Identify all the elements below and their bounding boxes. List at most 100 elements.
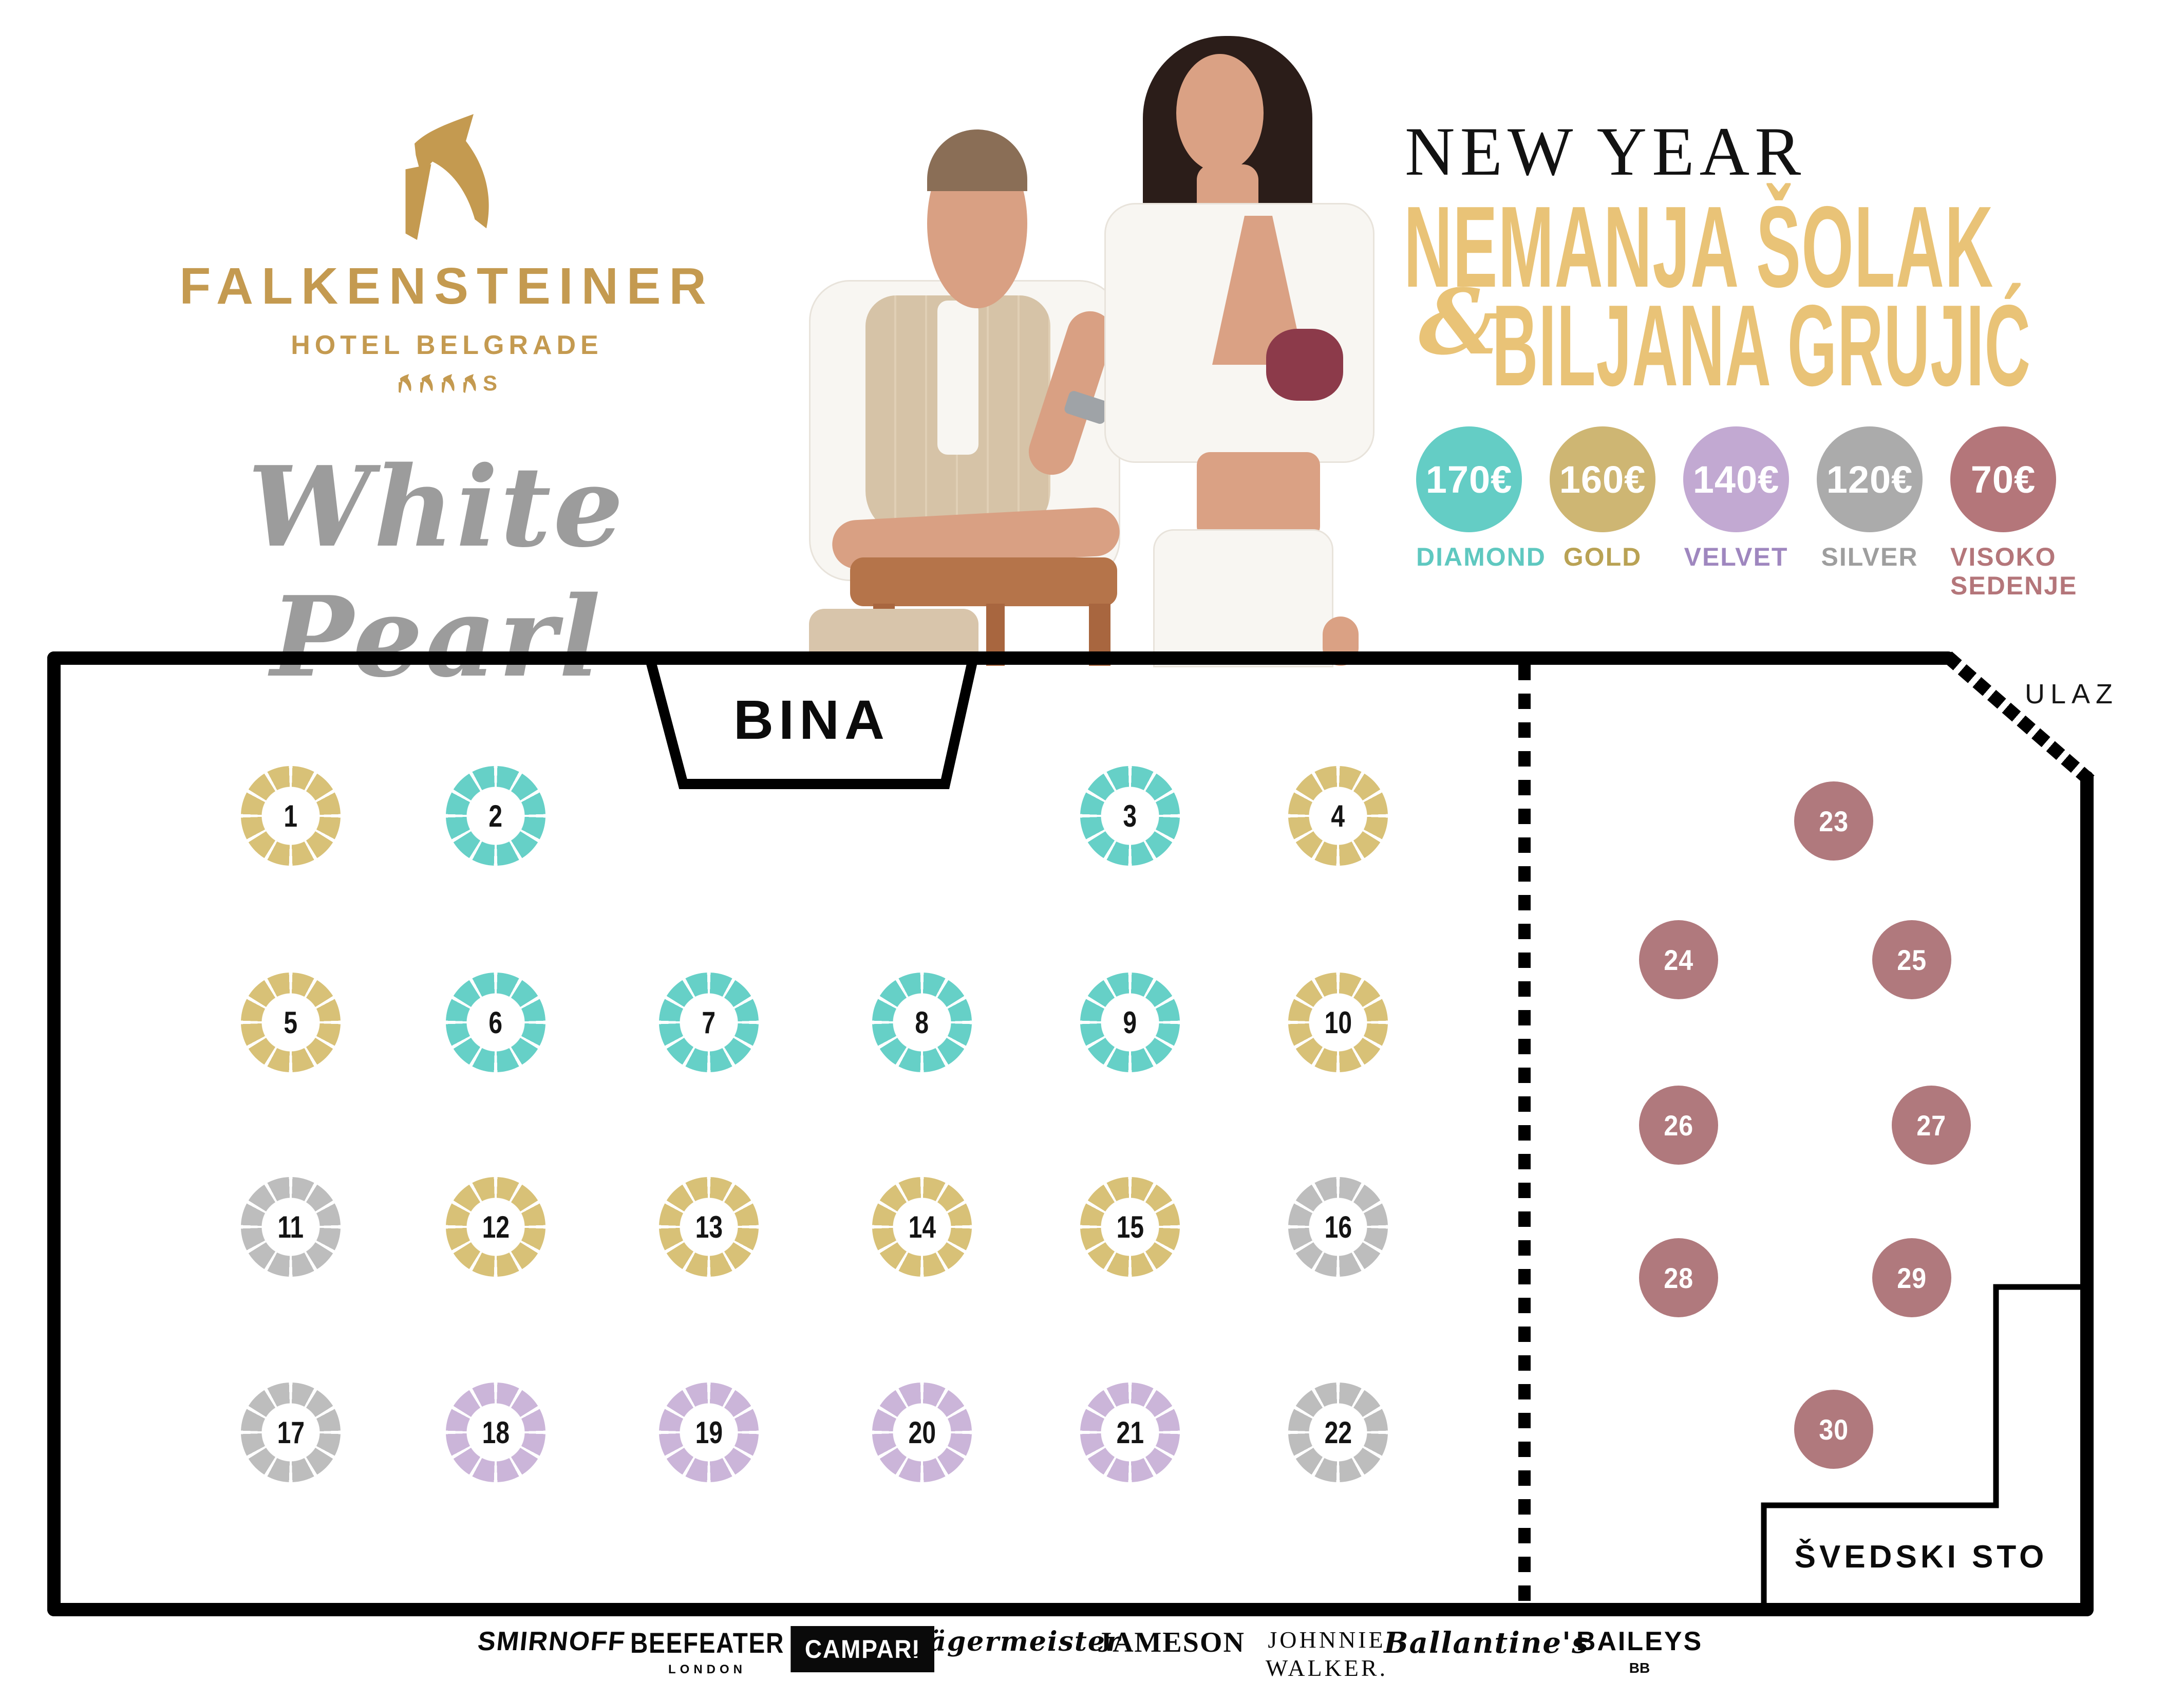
table-5[interactable]: 5 [241,973,341,1072]
table-11[interactable]: 11 [241,1177,341,1277]
table-18[interactable]: 18 [446,1383,545,1482]
high-table-25[interactable]: 25 [1872,920,1951,999]
table-4[interactable]: 4 [1288,766,1388,866]
sponsor-name: SMIRNOFF [476,1627,627,1656]
falcon-star-icon [463,374,476,393]
event-kicker: NEW YEAR [1405,114,1806,190]
woman-trousers [1153,529,1333,667]
price-bubble-silver: 120€ [1817,426,1923,532]
table-number: 18 [482,1415,510,1450]
table-2[interactable]: 2 [446,766,545,866]
table-number: 9 [1123,1005,1137,1040]
sponsor-name: CAMPARI [790,1626,934,1672]
map-border-left [47,651,61,1616]
high-table-26[interactable]: 26 [1639,1086,1718,1165]
falcon-star-icon [420,374,433,393]
table-15[interactable]: 15 [1080,1177,1180,1277]
price-tier-row: 170€ DIAMOND 160€ GOLD 140€ VELVET 120€ SILVER 7… [1416,426,2076,600]
table-number: 11 [277,1209,304,1244]
price-tier-diamond: 170€ DIAMOND [1416,426,1545,600]
table-8[interactable]: 8 [872,973,972,1072]
high-table-23[interactable]: 23 [1794,781,1873,861]
table-10[interactable]: 10 [1288,973,1388,1072]
table-number: 28 [1664,1261,1693,1294]
woman-midriff [1197,452,1320,539]
high-table-30[interactable]: 30 [1794,1390,1873,1469]
table-9[interactable]: 9 [1080,973,1180,1072]
table-number: 10 [1324,1005,1352,1040]
table-number: 23 [1819,805,1849,837]
table-number: 3 [1123,798,1137,833]
price-value: 70€ [1970,458,2036,501]
table-number: 21 [1116,1415,1144,1450]
woman-face [1176,54,1264,172]
falcon-logo-icon [405,114,489,240]
table-number: 5 [284,1005,298,1040]
table-19[interactable]: 19 [659,1383,759,1482]
table-12[interactable]: 12 [446,1177,545,1277]
sponsor-subtext: LONDON [668,1663,746,1676]
table-3[interactable]: 3 [1080,766,1180,866]
price-bubble-velvet: 140€ [1683,426,1789,532]
sponsor-name: BEEFEATER [630,1627,785,1659]
table-7[interactable]: 7 [659,973,759,1072]
table-13[interactable]: 13 [659,1177,759,1277]
table-16[interactable]: 16 [1288,1177,1388,1277]
table-number: 27 [1916,1109,1946,1142]
sponsor-logo-smirnoff: SMIRNOFF [476,1626,627,1657]
sponsor-logo-campari: CAMPARI [784,1626,940,1672]
high-table-27[interactable]: 27 [1892,1086,1971,1165]
table-21[interactable]: 21 [1080,1383,1180,1482]
price-tier-silver: 120€ SILVER [1817,426,1923,600]
sponsor-name: JAMESON [1097,1627,1245,1658]
high-table-24[interactable]: 24 [1639,920,1718,999]
sponsor-logo-baileys: BAILEYS BB [1576,1626,1703,1676]
price-bubble-visoko: 70€ [1950,426,2056,532]
table-20[interactable]: 20 [872,1383,972,1482]
sponsor-logo-beefeater: BEEFEATER LONDON [617,1626,798,1677]
falcon-star-icon [442,374,455,393]
table-number: 6 [488,1005,503,1040]
brand-subtitle: HOTEL BELGRADE [291,330,603,360]
table-number: 13 [695,1209,723,1244]
table-number: 19 [695,1415,723,1450]
price-value: 170€ [1425,458,1513,501]
table-14[interactable]: 14 [872,1177,972,1277]
tier-label: SILVER [1821,543,1918,571]
stage-label: BINA [733,688,890,751]
man-hair [927,129,1027,191]
table-number: 8 [915,1005,929,1040]
artist-name-1: NEMANJA ŠOLAK [1404,182,1994,311]
table-number: 26 [1664,1109,1693,1142]
falcon-star-icon [399,374,411,393]
price-bubble-diamond: 170€ [1416,426,1522,532]
stars-suffix: S [482,371,497,395]
table-22[interactable]: 22 [1288,1383,1388,1482]
high-table-28[interactable]: 28 [1639,1238,1718,1317]
table-number: 22 [1324,1415,1352,1450]
sponsor-logo-johnnie: JOHNNIE WALKER. [1266,1626,1388,1682]
table-number: 29 [1897,1261,1927,1294]
table-number: 4 [1331,798,1345,833]
table-number: 17 [277,1415,305,1450]
sponsor-name: BAILEYS [1576,1627,1703,1656]
table-number: 20 [908,1415,936,1450]
table-number: 12 [482,1209,510,1244]
table-6[interactable]: 6 [446,973,545,1072]
table-number: 16 [1324,1209,1352,1244]
sponsor-subtext: BB [1629,1660,1650,1676]
table-1[interactable]: 1 [241,766,341,866]
high-table-29[interactable]: 29 [1872,1238,1951,1317]
map-border-right [2080,771,2094,1616]
entrance-label: ULAZ [2024,679,2119,710]
sponsor-name: JOHNNIE [1268,1627,1386,1653]
ampersand: & [1419,270,1500,375]
entrance-dotted-line [1943,651,2095,786]
price-value: 120€ [1826,458,1913,501]
sponsor-name: Jägermeister [915,1626,1121,1657]
section-divider-dashed [1518,665,1531,1603]
table-17[interactable]: 17 [241,1383,341,1482]
venue-name: White Pearl [248,442,626,702]
sponsor-logo-jager: Jägermeister [915,1626,1121,1657]
